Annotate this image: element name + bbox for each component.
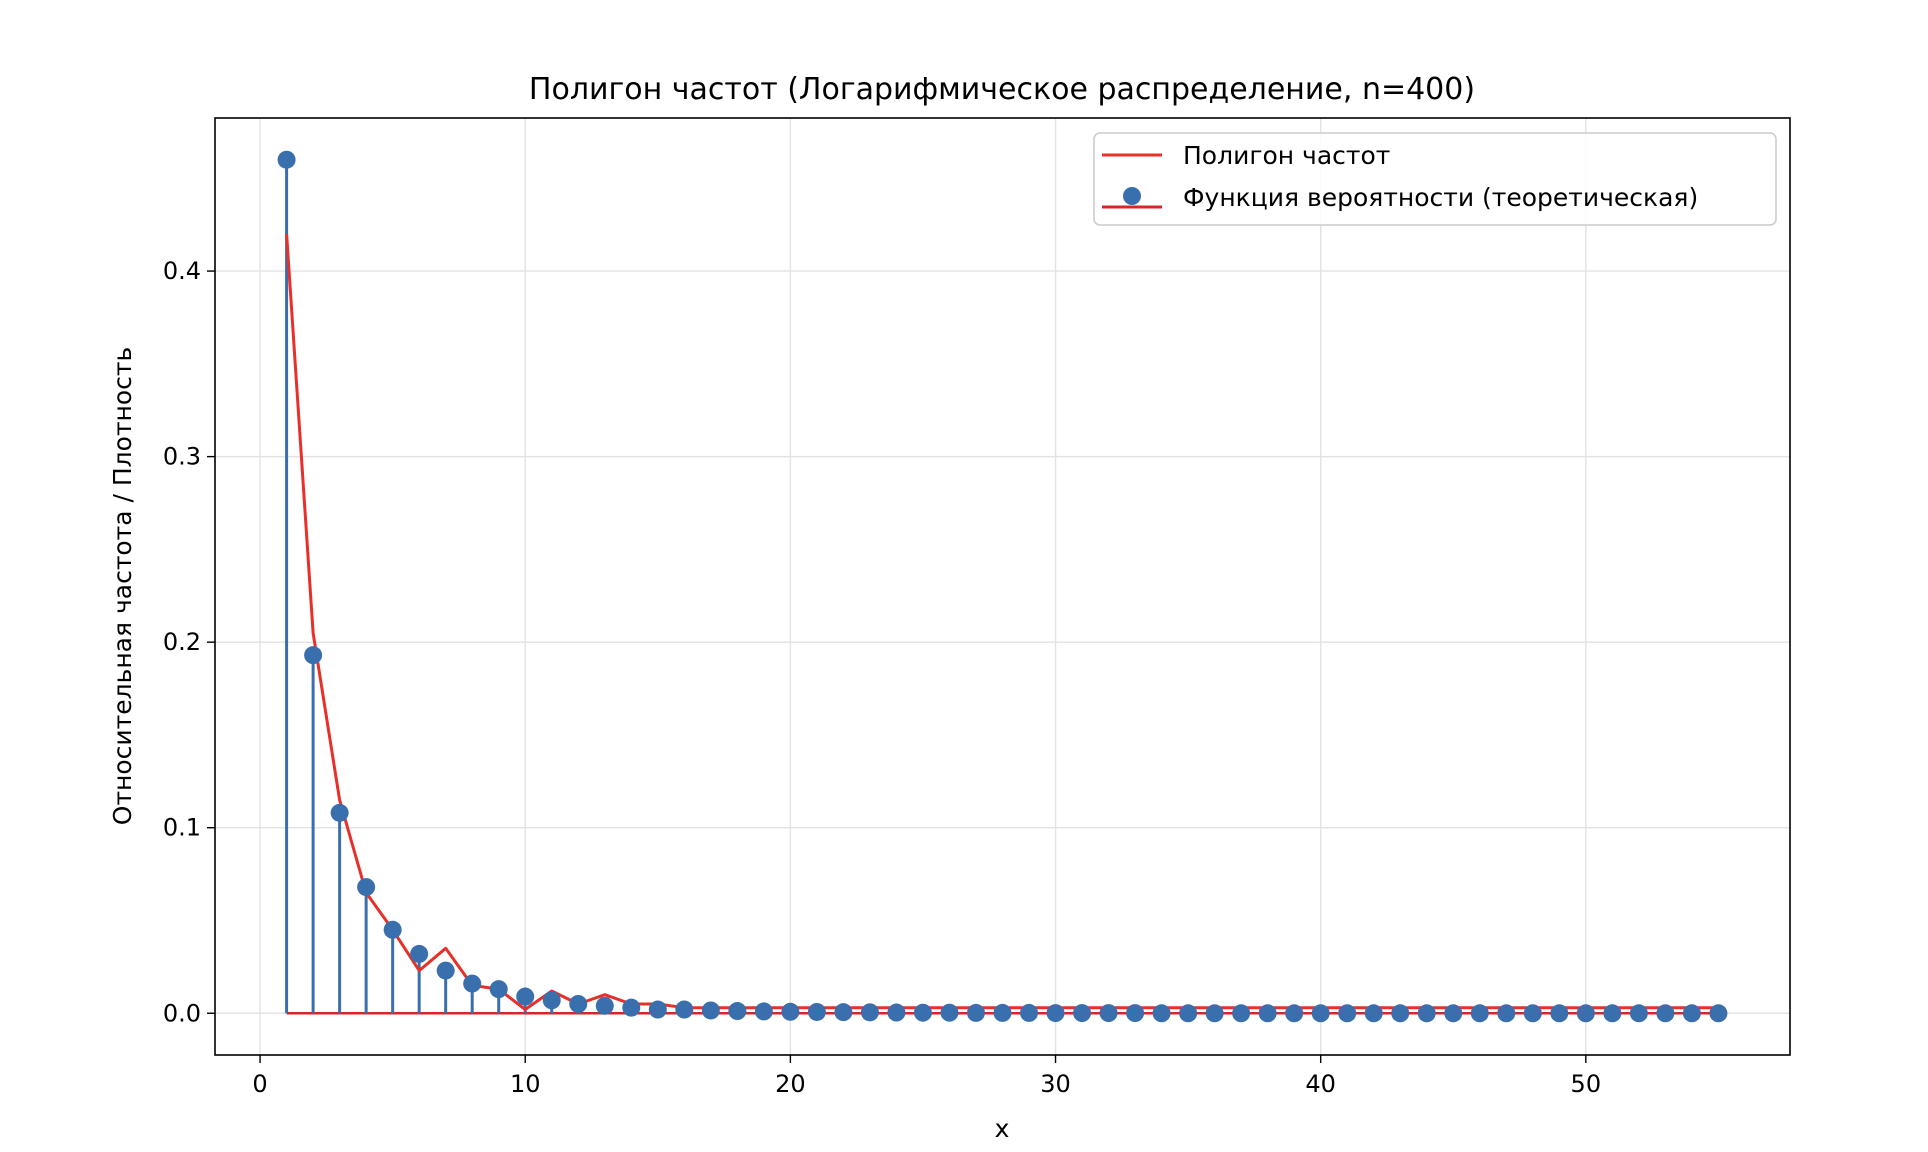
y-tick-label: 0.4 xyxy=(163,257,201,285)
pmf-point xyxy=(1258,1004,1277,1023)
pmf-point xyxy=(1629,1004,1648,1023)
pmf-point xyxy=(913,1003,932,1022)
pmf-point xyxy=(516,987,535,1006)
pmf-point xyxy=(940,1003,959,1022)
pmf-point xyxy=(1073,1004,1092,1023)
pmf-point xyxy=(277,150,296,169)
pmf-point xyxy=(701,1001,720,1020)
pmf-point xyxy=(1470,1004,1489,1023)
pmf-point xyxy=(1364,1004,1383,1023)
x-tick-label: 40 xyxy=(1305,1070,1336,1098)
legend-polygon-label: Полигон частот xyxy=(1183,141,1390,170)
pmf-point xyxy=(330,803,349,822)
pmf-point xyxy=(1285,1004,1304,1023)
pmf-point xyxy=(1391,1004,1410,1023)
y-tick-label: 0.0 xyxy=(163,999,201,1027)
pmf-point xyxy=(1709,1004,1728,1023)
pmf-point xyxy=(436,961,455,980)
pmf-point xyxy=(993,1003,1012,1022)
pmf-point xyxy=(357,878,376,897)
legend-pmf-label: Функция вероятности (теоретическая) xyxy=(1183,183,1698,212)
y-tick-label: 0.1 xyxy=(163,814,201,842)
pmf-point xyxy=(675,1000,694,1019)
pmf-point xyxy=(1550,1004,1569,1023)
pmf-point xyxy=(1311,1004,1330,1023)
pmf-point xyxy=(648,1000,667,1019)
pmf-point xyxy=(807,1002,826,1021)
pmf-point xyxy=(383,920,402,939)
legend-box xyxy=(1093,132,1777,226)
pmf-point xyxy=(834,1003,853,1022)
pmf-point xyxy=(1126,1004,1145,1023)
x-axis-title: x xyxy=(995,1114,1010,1143)
pmf-point xyxy=(1020,1003,1039,1022)
x-tick-label: 30 xyxy=(1040,1070,1071,1098)
plot-area xyxy=(277,150,1728,1023)
plot-frame xyxy=(214,117,1791,1056)
x-tick-label: 0 xyxy=(252,1070,267,1098)
pmf-point xyxy=(1046,1004,1065,1023)
pmf-point xyxy=(1417,1004,1436,1023)
x-tick-label: 20 xyxy=(775,1070,806,1098)
pmf-point xyxy=(887,1003,906,1022)
pmf-point xyxy=(1444,1004,1463,1023)
y-tick-label: 0.3 xyxy=(163,443,201,471)
pmf-point xyxy=(569,994,588,1013)
pmf-point xyxy=(304,646,323,665)
pmf-point xyxy=(489,980,508,999)
pmf-point xyxy=(1179,1004,1198,1023)
pmf-point xyxy=(1099,1004,1118,1023)
pmf-point xyxy=(1603,1004,1622,1023)
pmf-point xyxy=(463,974,482,993)
pmf-point xyxy=(728,1002,747,1021)
y-tick-label: 0.2 xyxy=(163,628,201,656)
pmf-point xyxy=(410,944,429,963)
pmf-point xyxy=(1523,1004,1542,1023)
pmf-point xyxy=(754,1002,773,1021)
pmf-point xyxy=(1576,1004,1595,1023)
pmf-point xyxy=(781,1002,800,1021)
x-tick-label: 10 xyxy=(510,1070,541,1098)
pmf-point xyxy=(1205,1004,1224,1023)
pmf-point xyxy=(1497,1004,1516,1023)
y-axis-title: Относительная частота / Плотность xyxy=(108,347,137,825)
legend-pmf-marker xyxy=(1123,187,1141,205)
pmf-point xyxy=(622,998,641,1017)
pmf-point xyxy=(1152,1004,1171,1023)
axis-ticks: 0 10 20 30 40 50 0.0 0.1 0.2 0.3 0.4 xyxy=(163,257,1601,1098)
pmf-point xyxy=(1682,1004,1701,1023)
pmf-point xyxy=(1656,1004,1675,1023)
pmf-point xyxy=(595,996,614,1015)
pmf-point xyxy=(966,1003,985,1022)
pmf-point xyxy=(860,1003,879,1022)
chart-title: Полигон частот (Логарифмическое распреде… xyxy=(529,72,1475,107)
pmf-point xyxy=(1232,1004,1251,1023)
pmf-point xyxy=(1338,1004,1357,1023)
pmf-point xyxy=(542,991,561,1010)
legend: Полигон частот Функция вероятности (теор… xyxy=(1093,132,1777,226)
x-tick-label: 50 xyxy=(1571,1070,1602,1098)
